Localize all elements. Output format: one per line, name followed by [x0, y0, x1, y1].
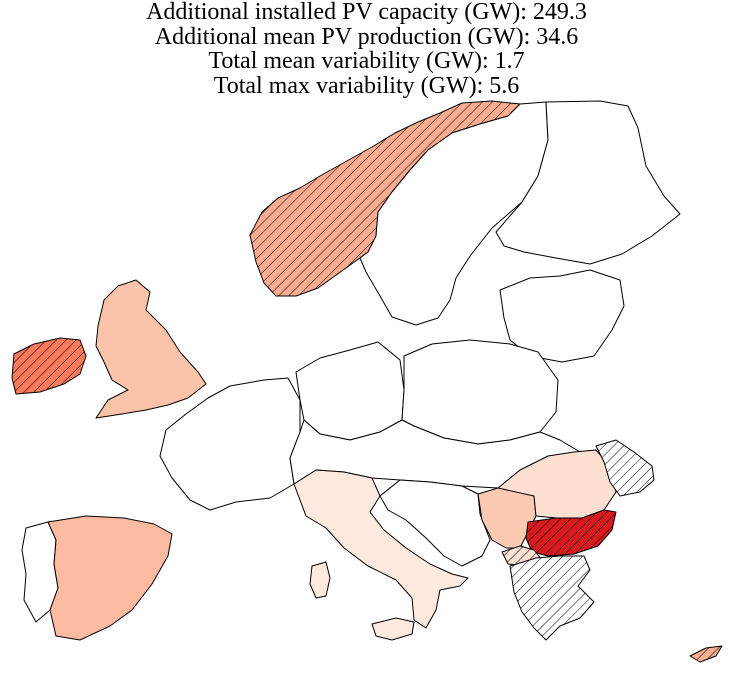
region-norway-hatch — [250, 101, 520, 296]
region-poland — [401, 339, 559, 445]
map-title: Additional installed PV capacity (GW): 2… — [0, 0, 733, 98]
title-line-max-variability: Total max variability (GW): 5.6 — [213, 72, 520, 99]
region-spain — [47, 515, 173, 641]
region-romania — [497, 449, 617, 519]
region-greece-hatch — [510, 556, 594, 640]
region-finland — [495, 100, 681, 265]
region-sicily — [371, 617, 415, 641]
title-line-installed-capacity: Additional installed PV capacity (GW): 2… — [146, 0, 587, 25]
region-germany — [295, 341, 405, 441]
title-line-mean-variability: Total mean variability (GW): 1.7 — [208, 48, 525, 74]
region-moldova-hatch — [596, 440, 654, 496]
region-ireland-hatch — [12, 338, 86, 394]
region-bulgaria-hatch — [526, 510, 616, 556]
region-balkans-west — [379, 479, 491, 567]
region-baltics — [499, 269, 625, 363]
region-sardinia — [309, 561, 331, 599]
region-united-kingdom — [95, 279, 207, 419]
region-cyprus-hatch — [690, 646, 722, 662]
title-line-mean-production: Additional mean PV production (GW): 34.6 — [154, 23, 579, 50]
region-italy — [293, 469, 469, 629]
region-sweden — [359, 101, 549, 326]
region-france — [159, 377, 301, 511]
